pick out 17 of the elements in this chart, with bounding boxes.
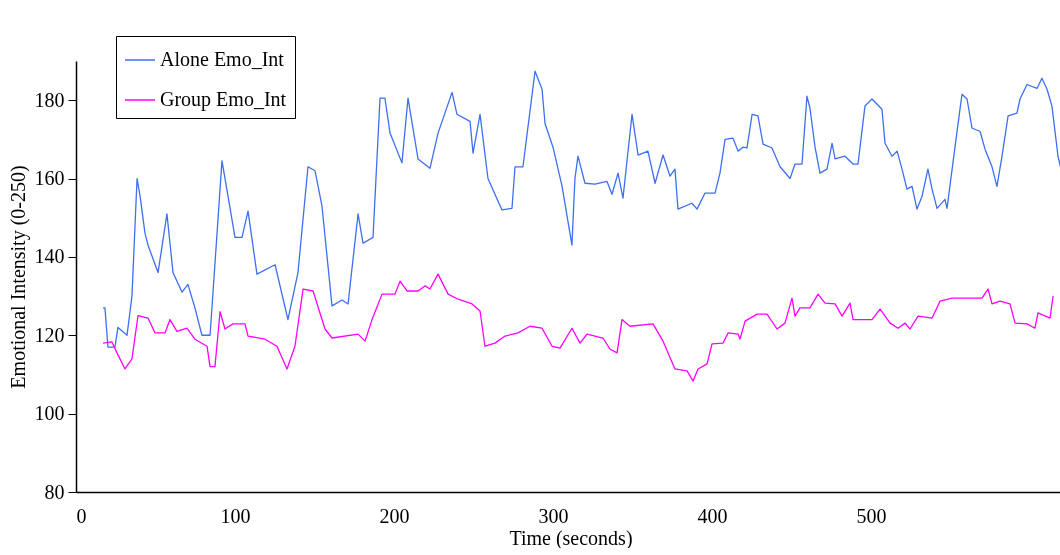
y-tick-label: 80 [44, 480, 65, 503]
y-tick-label: 120 [34, 323, 65, 346]
line-series [102, 273, 1054, 382]
y-tick-label: 180 [34, 88, 65, 111]
x-tick-label: 300 [538, 504, 569, 527]
x-tick-label: 100 [220, 504, 251, 527]
x-axis-title: Time (seconds) [509, 526, 633, 550]
y-tick-label: 100 [34, 402, 65, 425]
legend-label: Alone Emo_Int [160, 48, 285, 70]
x-tick-label: 200 [379, 504, 410, 527]
y-tick-label: 160 [34, 167, 65, 190]
x-tick-label: 400 [697, 504, 728, 527]
x-tick-label: 0 [76, 504, 87, 527]
legend-label: Group Emo_Int [160, 88, 287, 111]
x-tick-label: 500 [856, 504, 887, 527]
y-axis-title: Emotional Intensity (0-250) [6, 165, 30, 389]
y-tick-label: 140 [34, 245, 65, 268]
